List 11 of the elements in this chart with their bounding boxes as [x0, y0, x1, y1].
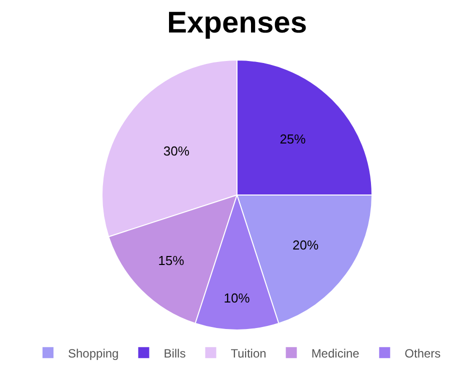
legend-label: Others: [404, 346, 441, 360]
data-label: 15%: [158, 253, 185, 268]
legend-label: Bills: [164, 346, 186, 360]
data-label: 10%: [224, 290, 250, 306]
data-label: 30%: [163, 144, 190, 159]
legend-label: Medicine: [311, 346, 360, 360]
data-label: 20%: [292, 237, 320, 252]
legend-label: Tuition: [230, 346, 266, 360]
data-label: 25%: [280, 132, 306, 147]
chart-title: Expenses: [166, 6, 308, 40]
legend-label: Shopping: [68, 346, 119, 360]
